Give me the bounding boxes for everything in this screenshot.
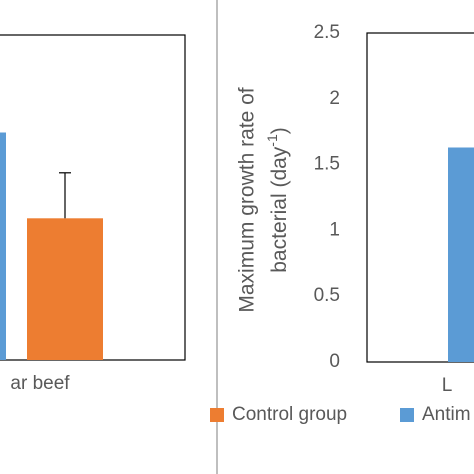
- y-tick-label: 0.5: [314, 285, 340, 306]
- x-tick-label: L: [442, 375, 453, 396]
- y-axis-label-part: ): [268, 127, 291, 134]
- legend-label: Control group: [232, 404, 347, 425]
- legend-label: Antim: [422, 404, 471, 425]
- y-axis-label: Maximum growth rate of: [236, 87, 259, 312]
- x-tick-label: ar beef: [10, 373, 70, 394]
- legend-swatch: [210, 408, 224, 422]
- y-tick-label: 2: [329, 88, 340, 109]
- bar: [27, 218, 103, 360]
- legend-swatch: [400, 408, 414, 422]
- y-tick-label: 0: [329, 351, 340, 372]
- bar: [0, 132, 6, 360]
- y-axis-label: bacterial (day-1): [264, 127, 291, 273]
- bar: [448, 147, 474, 362]
- y-axis-label-part: bacterial (day: [268, 146, 291, 273]
- plot-area: [0, 34, 186, 361]
- y-axis-label-sup: -1: [264, 134, 280, 147]
- plot-area: [366, 32, 474, 363]
- y-tick-label: 2.5: [314, 22, 340, 43]
- y-tick-label: 1: [329, 219, 340, 240]
- y-tick-label: 1.5: [314, 154, 340, 175]
